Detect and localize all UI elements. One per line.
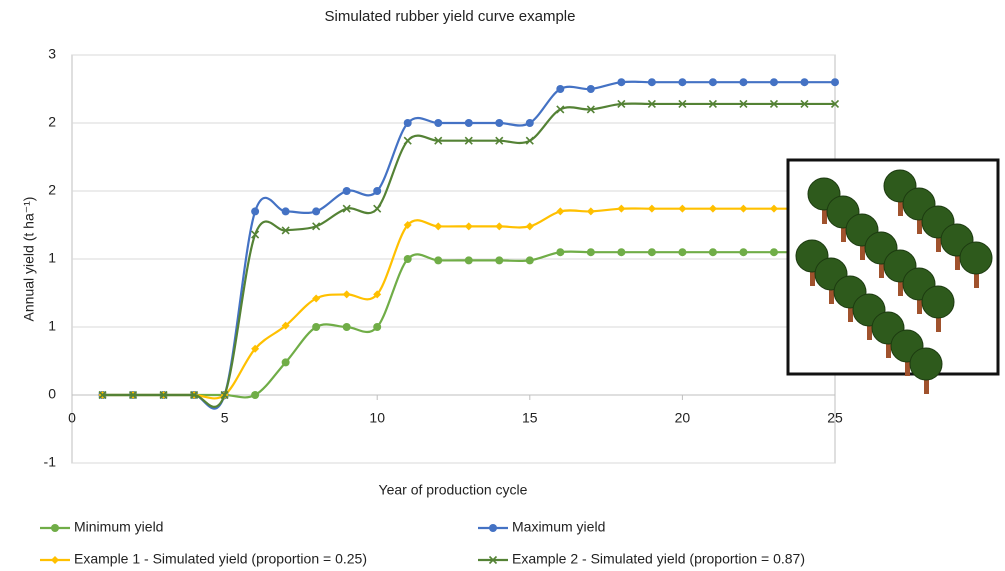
y-tick-label: 3	[48, 46, 56, 62]
y-tick-label: -1	[44, 454, 57, 470]
point	[251, 391, 259, 399]
point	[526, 256, 534, 264]
point	[617, 78, 625, 86]
y-tick-label: 1	[48, 318, 56, 334]
point	[709, 248, 717, 256]
point	[312, 207, 320, 215]
point	[343, 187, 351, 195]
series-line	[103, 82, 835, 409]
legend-label: Example 2 - Simulated yield (proportion …	[512, 551, 805, 567]
point	[587, 85, 595, 93]
point	[495, 256, 503, 264]
series-line	[103, 208, 835, 398]
point	[556, 248, 564, 256]
y-tick-label: 2	[48, 182, 56, 198]
point	[587, 248, 595, 256]
point	[770, 78, 778, 86]
series-line	[103, 252, 835, 398]
point	[617, 205, 625, 213]
point	[465, 256, 473, 264]
point	[678, 78, 686, 86]
point	[404, 255, 412, 263]
point	[374, 205, 381, 212]
point	[434, 119, 442, 127]
point	[831, 78, 839, 86]
tree-crown	[910, 348, 942, 380]
point	[648, 78, 656, 86]
point	[739, 205, 747, 213]
point	[434, 222, 442, 230]
tree-image	[788, 160, 998, 394]
point	[648, 248, 656, 256]
point	[556, 207, 564, 215]
point	[465, 222, 473, 230]
series-line	[103, 104, 835, 407]
x-tick-label: 20	[675, 410, 691, 426]
point	[343, 290, 351, 298]
x-axis-label: Year of production cycle	[379, 482, 528, 498]
point	[282, 358, 290, 366]
point	[709, 78, 717, 86]
point	[770, 248, 778, 256]
point	[800, 78, 808, 86]
legend-label: Example 1 - Simulated yield (proportion …	[74, 551, 367, 567]
point	[434, 256, 442, 264]
point	[556, 85, 564, 93]
point	[465, 119, 473, 127]
point	[587, 207, 595, 215]
x-tick-label: 10	[369, 410, 385, 426]
point	[282, 207, 290, 215]
y-axis-label: Annual yield (t ha⁻¹)	[21, 197, 37, 322]
page: Simulated rubber yield curve example Yea…	[0, 0, 1005, 571]
chart: Simulated rubber yield curve example Yea…	[0, 0, 1005, 571]
point	[495, 222, 503, 230]
x-tick-label: 25	[827, 410, 843, 426]
y-tick-label: 2	[48, 114, 56, 130]
tree-crown	[922, 286, 954, 318]
legend-label: Minimum yield	[74, 519, 163, 535]
point	[617, 248, 625, 256]
x-tick-label: 15	[522, 410, 538, 426]
point	[373, 187, 381, 195]
x-tick-label: 0	[68, 410, 76, 426]
point	[526, 119, 534, 127]
point	[343, 323, 351, 331]
point	[495, 119, 503, 127]
point	[404, 137, 411, 144]
point	[739, 248, 747, 256]
point	[770, 205, 778, 213]
legend-label: Maximum yield	[512, 519, 605, 535]
point	[709, 205, 717, 213]
tree-crown	[960, 242, 992, 274]
point	[373, 323, 381, 331]
y-tick-label: 1	[48, 250, 56, 266]
point	[404, 119, 412, 127]
point	[648, 205, 656, 213]
point	[678, 248, 686, 256]
point	[739, 78, 747, 86]
chart-title: Simulated rubber yield curve example	[325, 8, 576, 25]
point	[251, 207, 259, 215]
y-tick-label: 0	[48, 386, 56, 402]
point	[312, 323, 320, 331]
point	[526, 222, 534, 230]
point	[678, 205, 686, 213]
x-tick-label: 5	[221, 410, 229, 426]
